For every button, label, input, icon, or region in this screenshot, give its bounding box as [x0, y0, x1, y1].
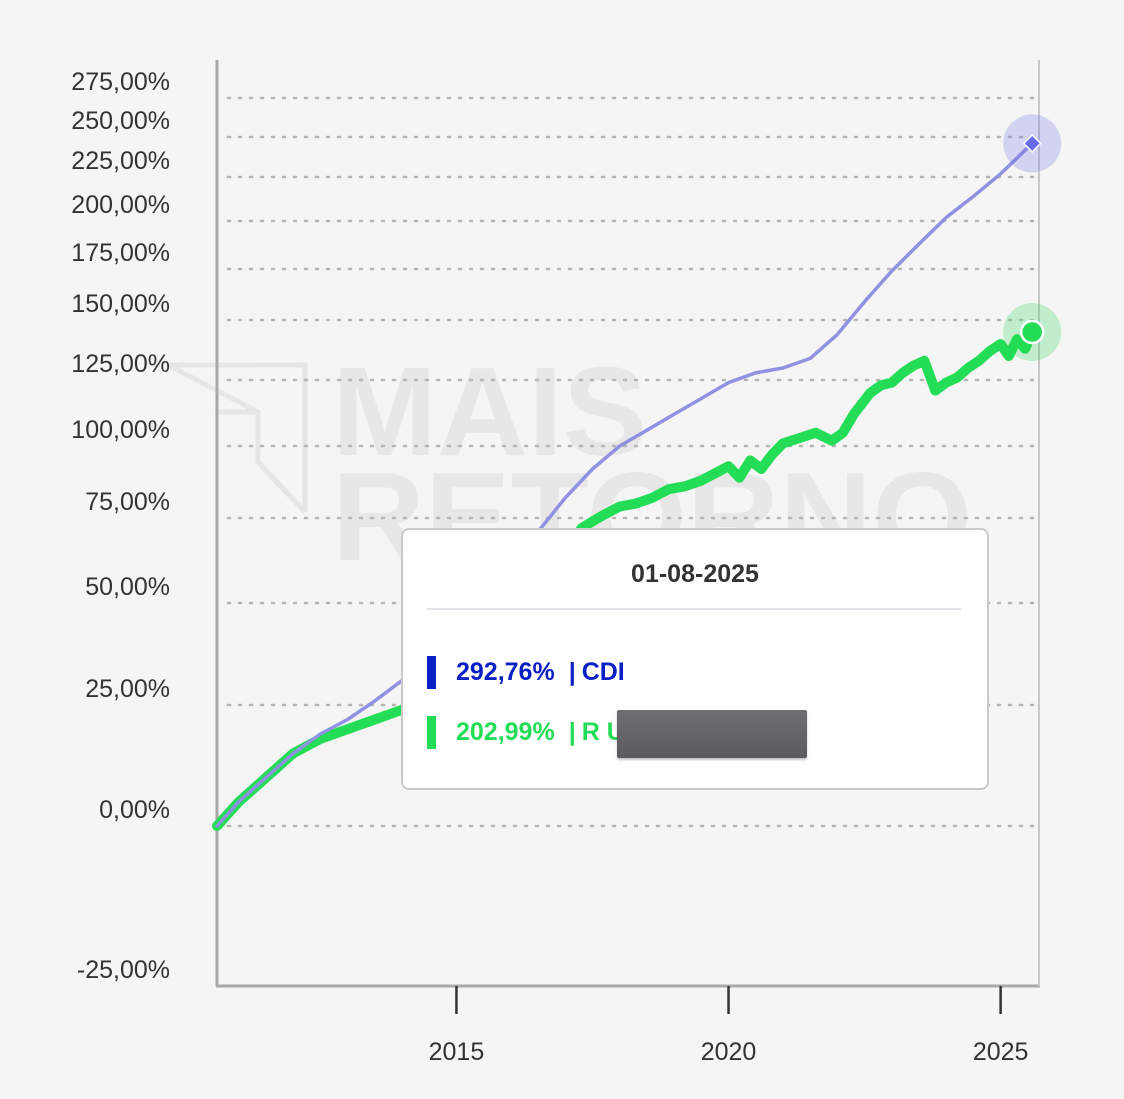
y-tick-label: 125,00%	[71, 350, 170, 378]
y-tick-label: 200,00%	[71, 191, 170, 219]
x-tick-label: 2020	[701, 1038, 757, 1066]
series-color-marker	[427, 715, 436, 749]
y-ticks: 275,00% 250,00% 225,00% 200,00% 175,00% 150,0…	[71, 68, 170, 984]
marker-dot	[1019, 319, 1045, 345]
tooltip-row-fund: 202,99% | R UTO FI FIN...	[427, 714, 969, 750]
tooltip-date: 01-08-2025	[631, 560, 759, 588]
y-tick-label: 250,00%	[71, 107, 170, 135]
y-tick-label: 275,00%	[71, 68, 170, 96]
series-markers	[1003, 114, 1062, 361]
x-ticks: 2015 2020 2025	[429, 986, 1029, 1066]
series-color-marker	[427, 655, 436, 689]
series-line-cdi	[215, 141, 1034, 828]
x-tick-label: 2015	[429, 1038, 485, 1066]
y-tick-label: 0,00%	[99, 796, 170, 824]
watermark-logo-icon	[166, 362, 308, 514]
axes	[215, 60, 1040, 988]
tooltip: 01-08-2025 292,76% | CDI 202,99% | R UTO…	[401, 528, 989, 790]
y-tick-label: 25,00%	[85, 675, 170, 703]
y-tick-label: 150,00%	[71, 290, 170, 318]
watermark-line1: MAIS	[332, 341, 647, 482]
tooltip-separator: |	[568, 717, 576, 746]
tooltip-row-cdi: 292,76% | CDI	[427, 654, 969, 690]
tooltip-value: 292,76%	[456, 657, 555, 686]
y-tick-label: -25,00%	[77, 956, 170, 984]
y-tick-label: 175,00%	[71, 239, 170, 267]
y-tick-label: 100,00%	[71, 416, 170, 444]
redaction-box	[617, 710, 807, 758]
tooltip-separator: |	[568, 657, 576, 686]
y-tick-label: 225,00%	[71, 147, 170, 175]
x-tick-label: 2025	[973, 1038, 1029, 1066]
tooltip-series-name: CDI	[581, 657, 625, 686]
marker-diamond	[1022, 133, 1042, 153]
tooltip-value: 202,99%	[456, 717, 555, 746]
y-tick-label: 50,00%	[85, 573, 170, 601]
tooltip-divider	[427, 608, 961, 610]
y-tick-label: 75,00%	[85, 488, 170, 516]
